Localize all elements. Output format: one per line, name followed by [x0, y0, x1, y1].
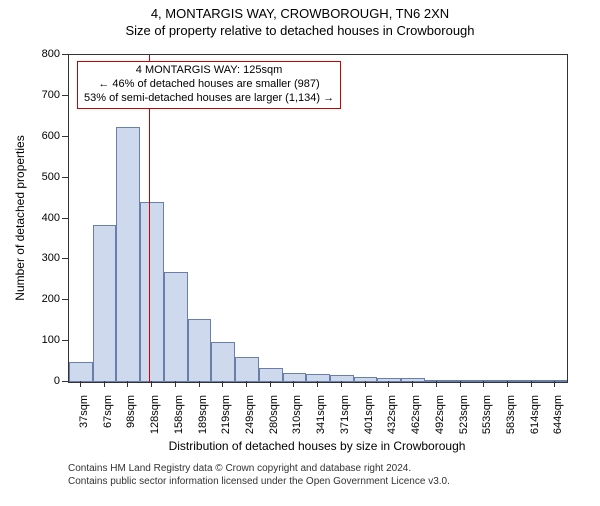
y-tick-label: 200 — [34, 293, 60, 305]
footer-copyright-2: Contains public sector information licen… — [68, 476, 450, 487]
x-tick-label: 432sqm — [386, 395, 398, 434]
histogram-bar — [401, 378, 425, 382]
histogram-bar — [544, 380, 568, 382]
histogram-bar — [306, 374, 330, 382]
histogram-bar — [235, 357, 259, 382]
annotation-line-2: ← 46% of detached houses are smaller (98… — [84, 78, 334, 92]
plot-area: 4 MONTARGIS WAY: 125sqm ← 46% of detache… — [68, 54, 568, 383]
x-tick-label: 644sqm — [552, 395, 564, 434]
x-tick — [388, 381, 389, 387]
y-tick-label: 500 — [34, 171, 60, 183]
annotation-box: 4 MONTARGIS WAY: 125sqm ← 46% of detache… — [77, 61, 341, 109]
x-tick-label: 341sqm — [315, 395, 327, 434]
x-tick-label: 310sqm — [291, 395, 303, 434]
y-tick-label: 300 — [34, 252, 60, 264]
histogram-bar — [449, 380, 473, 382]
x-tick — [436, 381, 437, 387]
y-tick — [62, 177, 68, 178]
chart-title: 4, MONTARGIS WAY, CROWBOROUGH, TN6 2XN — [0, 6, 600, 21]
histogram-bar — [188, 319, 212, 382]
x-tick-label: 37sqm — [78, 395, 90, 428]
y-tick — [62, 258, 68, 259]
x-tick-label: 158sqm — [173, 395, 185, 434]
x-tick-label: 583sqm — [505, 395, 517, 434]
histogram-bar — [377, 378, 401, 382]
x-tick — [104, 381, 105, 387]
x-tick — [341, 381, 342, 387]
y-tick — [62, 340, 68, 341]
x-tick — [127, 381, 128, 387]
x-tick — [317, 381, 318, 387]
histogram-bar — [472, 380, 496, 382]
x-tick — [293, 381, 294, 387]
y-tick-label: 100 — [34, 334, 60, 346]
x-axis-label: Distribution of detached houses by size … — [169, 439, 466, 453]
x-tick-label: 98sqm — [125, 395, 137, 428]
y-tick-label: 800 — [34, 48, 60, 60]
y-tick-label: 0 — [34, 375, 60, 387]
x-tick — [483, 381, 484, 387]
x-tick-label: 401sqm — [363, 395, 375, 434]
x-tick — [175, 381, 176, 387]
x-tick — [222, 381, 223, 387]
x-tick — [412, 381, 413, 387]
x-tick-label: 67sqm — [102, 395, 114, 428]
x-tick — [554, 381, 555, 387]
y-axis-label: Number of detached properties — [13, 135, 27, 300]
histogram-bar — [211, 342, 235, 382]
y-tick-label: 600 — [34, 130, 60, 142]
chart-subtitle: Size of property relative to detached ho… — [0, 23, 600, 38]
x-tick-label: 219sqm — [220, 395, 232, 434]
histogram-bar — [164, 272, 188, 382]
x-tick — [460, 381, 461, 387]
y-tick — [62, 95, 68, 96]
x-tick-label: 371sqm — [339, 395, 351, 434]
x-tick-label: 614sqm — [529, 395, 541, 434]
y-tick-label: 400 — [34, 212, 60, 224]
histogram-bar — [520, 380, 544, 382]
histogram-bar — [330, 375, 354, 382]
y-tick — [62, 136, 68, 137]
x-tick — [531, 381, 532, 387]
histogram-bar — [259, 368, 283, 382]
x-tick — [246, 381, 247, 387]
x-tick — [199, 381, 200, 387]
y-tick — [62, 54, 68, 55]
footer-copyright-1: Contains HM Land Registry data © Crown c… — [68, 463, 411, 474]
x-tick — [151, 381, 152, 387]
y-tick-label: 700 — [34, 89, 60, 101]
x-tick — [507, 381, 508, 387]
histogram-bar — [69, 362, 93, 382]
x-tick — [80, 381, 81, 387]
annotation-line-1: 4 MONTARGIS WAY: 125sqm — [84, 64, 334, 78]
histogram-bar — [116, 127, 140, 382]
x-tick-label: 492sqm — [434, 395, 446, 434]
histogram-bar — [140, 202, 164, 382]
y-tick — [62, 381, 68, 382]
x-tick-label: 189sqm — [197, 395, 209, 434]
x-tick-label: 249sqm — [244, 395, 256, 434]
x-tick-label: 523sqm — [458, 395, 470, 434]
y-tick — [62, 218, 68, 219]
y-tick — [62, 299, 68, 300]
x-tick-label: 462sqm — [410, 395, 422, 434]
x-tick-label: 280sqm — [268, 395, 280, 434]
x-tick-label: 128sqm — [149, 395, 161, 434]
x-tick-label: 553sqm — [481, 395, 493, 434]
x-tick — [270, 381, 271, 387]
histogram-bar — [93, 225, 117, 382]
x-tick — [365, 381, 366, 387]
annotation-line-3: 53% of semi-detached houses are larger (… — [84, 92, 334, 106]
